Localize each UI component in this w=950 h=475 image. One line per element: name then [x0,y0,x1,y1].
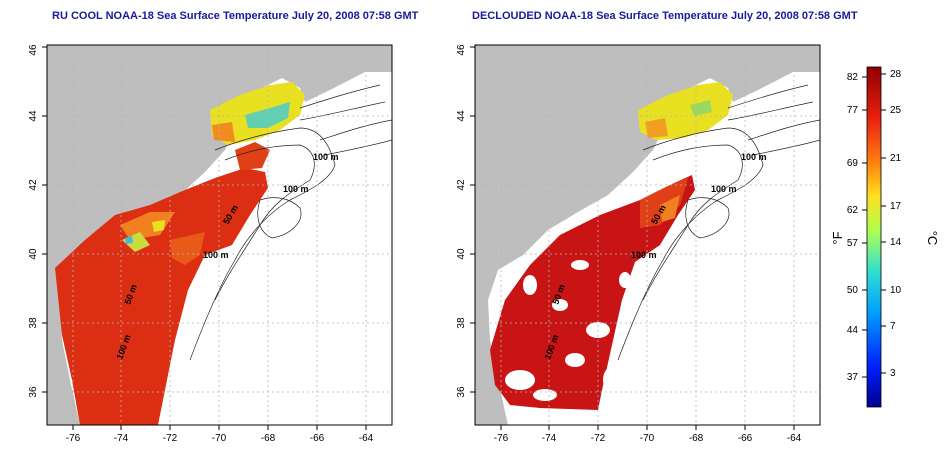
x-tick-label: -66 [738,433,753,444]
y-tick-label: 42 [456,179,467,191]
contour-label: 100 m [741,152,767,162]
x-tick-label: -64 [787,433,802,444]
y-tick-label: 44 [28,110,39,122]
bathymetry-contours [617,84,820,361]
colorbar-f-tick: 50 [847,285,859,296]
y-tick-label: 38 [456,317,467,329]
y-tick-label: 40 [456,248,467,260]
y-tick-label: 36 [28,386,39,398]
x-tick-label: -72 [163,433,178,444]
map-panel-left: 100 m 100 m 50 m 100 m 50 m 100 m -76 -7… [28,44,393,444]
x-tick-label: -76 [66,433,81,444]
x-tick-label: -76 [494,433,509,444]
colorbar-c-tick: 28 [890,69,902,80]
y-tick-label: 38 [28,317,39,329]
x-tick-label: -70 [212,433,227,444]
x-axis-left: -76 -74 -72 -70 -68 -66 -64 [66,433,374,444]
x-tick-label: -68 [689,433,704,444]
colorbar: 82 77 69 62 57 50 44 37 28 25 21 17 14 1… [830,66,940,408]
y-tick-label: 46 [456,44,467,56]
x-tick-label: -68 [261,433,276,444]
map-panel-right: 100 m 100 m 50 m 100 m 50 m 100 m -76 -7… [456,44,821,444]
x-axis-right: -76 -74 -72 -70 -68 -66 -64 [494,433,802,444]
graticule [475,45,820,425]
map-title-left: RU COOL NOAA-18 Sea Surface Temperature … [52,10,419,22]
bathymetry-contours [189,84,392,361]
colorbar-f-tick: 62 [847,205,859,216]
x-tick-label: -74 [114,433,129,444]
y-axis-right: 36 38 40 42 44 46 [456,44,467,398]
x-tick-label: -70 [640,433,655,444]
colorbar-c-tick: 25 [890,105,902,116]
y-tick-label: 46 [28,44,39,56]
x-tick-label: -66 [310,433,325,444]
land-mass [47,45,392,425]
contour-label: 100 m [203,250,229,260]
colorbar-f-tick: 57 [847,238,859,249]
colorbar-gradient [866,66,882,408]
sst-swath [490,175,695,410]
colorbar-c-tick: 3 [890,368,896,379]
contour-label: 100 m [313,152,339,162]
y-tick-label: 36 [456,386,467,398]
graticule [47,45,392,425]
y-axis-left: 36 38 40 42 44 46 [28,44,39,398]
colorbar-f-tick: 69 [847,158,859,169]
colorbar-unit-c: °C [925,231,940,246]
colorbar-c-tick: 17 [890,201,902,212]
sst-swath [55,168,268,425]
land-mass [475,45,820,425]
y-tick-label: 40 [28,248,39,260]
contour-label: 100 m [711,184,737,194]
y-tick-label: 42 [28,179,39,191]
x-tick-label: -64 [359,433,374,444]
contour-label: 100 m [631,250,657,260]
x-tick-label: -72 [591,433,606,444]
map-title-right: DECLOUDED NOAA-18 Sea Surface Temperatur… [472,10,858,22]
colorbar-f-tick: 77 [847,105,859,116]
contour-label: 100 m [283,184,309,194]
colorbar-f-tick: 37 [847,372,859,383]
colorbar-unit-f: °F [830,231,845,244]
colorbar-f-tick: 82 [847,72,859,83]
x-tick-label: -74 [542,433,557,444]
colorbar-c-tick: 21 [890,153,902,164]
y-tick-label: 44 [456,110,467,122]
colorbar-c-tick: 7 [890,321,896,332]
colorbar-c-tick: 14 [890,237,902,248]
colorbar-c-tick: 10 [890,285,902,296]
colorbar-f-tick: 44 [847,325,859,336]
